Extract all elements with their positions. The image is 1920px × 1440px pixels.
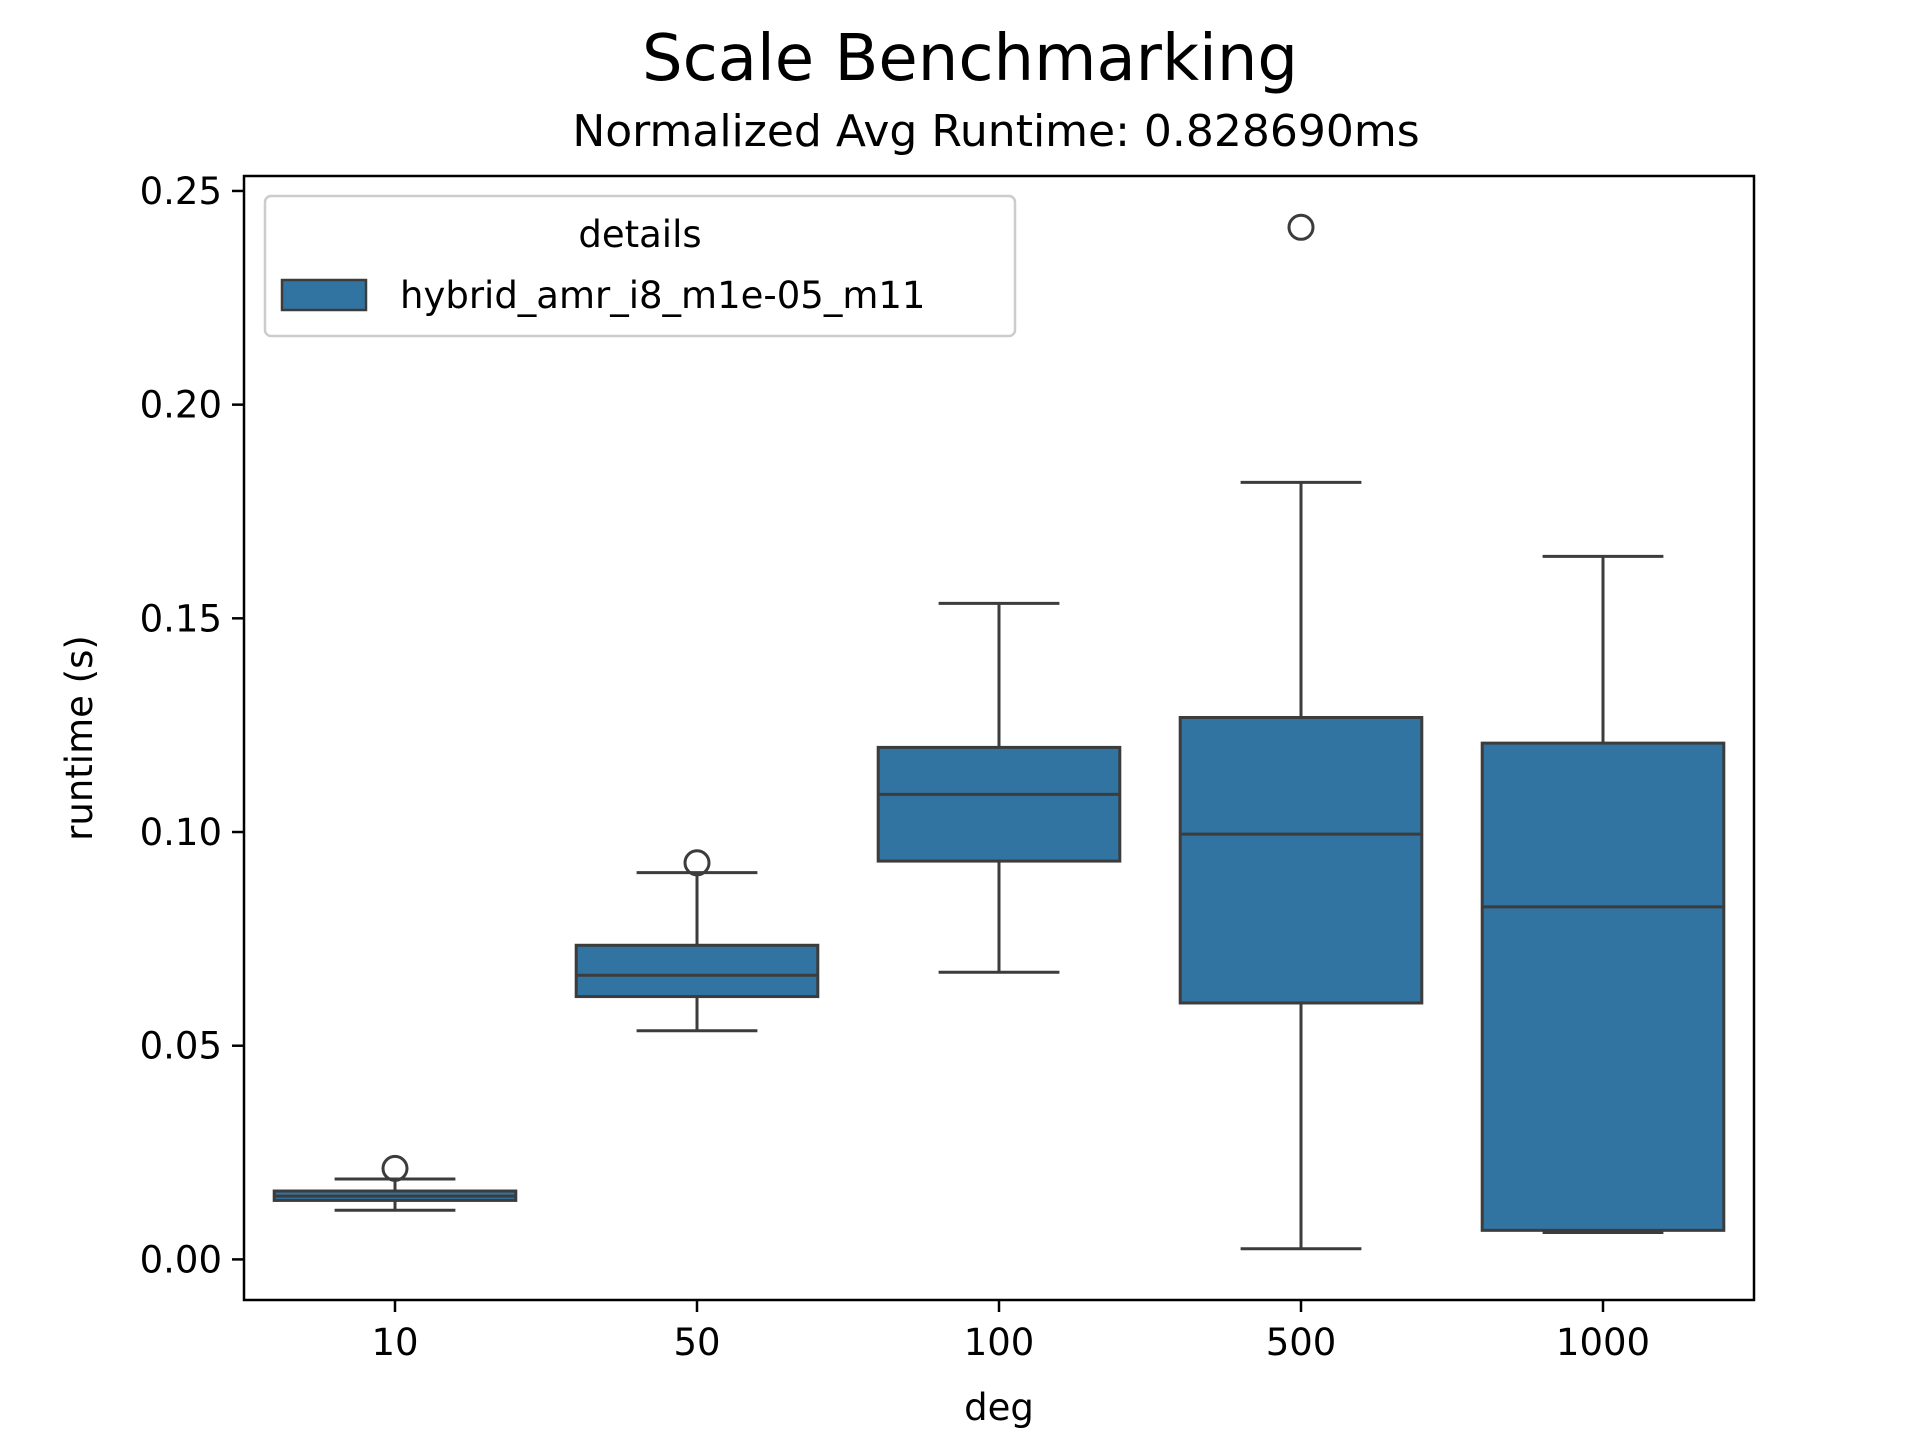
outlier-point [1287,213,1315,241]
x-tick-label: 10 [371,1321,418,1364]
legend-title: details [578,213,701,256]
legend-swatch [280,278,368,312]
x-axis: 10 50 100 500 1000 [371,1300,1650,1364]
box-1000 [1480,554,1726,1234]
box-50 [574,849,820,1033]
y-tick-label: 0.05 [140,1025,222,1068]
legend: details hybrid_amr_i8_m1e-05_m11 [263,194,1017,338]
box-iqr [1178,715,1424,1005]
y-tick-label: 0.25 [140,170,222,213]
x-tick-label: 500 [1266,1321,1337,1364]
y-tick-label: 0.15 [140,597,222,640]
chart-subtitle: Normalized Avg Runtime: 0.828690ms [572,106,1419,157]
y-tick-label: 0.20 [140,384,222,427]
y-axis-label: runtime (s) [58,635,101,841]
y-axis: 0.00 0.05 0.10 0.15 0.20 0.25 [140,170,244,1281]
y-tick-label: 0.00 [140,1238,222,1281]
box-100 [876,601,1122,974]
chart-title: Scale Benchmarking [642,22,1298,96]
outlier-point [683,849,711,877]
x-tick-label: 100 [964,1321,1035,1364]
y-tick-label: 0.10 [140,811,222,854]
box-10 [272,1154,518,1212]
x-axis-label: deg [964,1386,1034,1429]
box-500 [1178,213,1424,1251]
box-iqr [574,943,820,999]
x-tick-label: 50 [673,1321,720,1364]
box-iqr [876,745,1122,863]
box-series [272,213,1726,1251]
outlier-point [381,1154,409,1182]
legend-frame [263,194,1017,338]
x-tick-label: 1000 [1556,1321,1650,1364]
box-iqr [1480,741,1726,1232]
legend-entry-label: hybrid_amr_i8_m1e-05_m11 [400,274,925,317]
